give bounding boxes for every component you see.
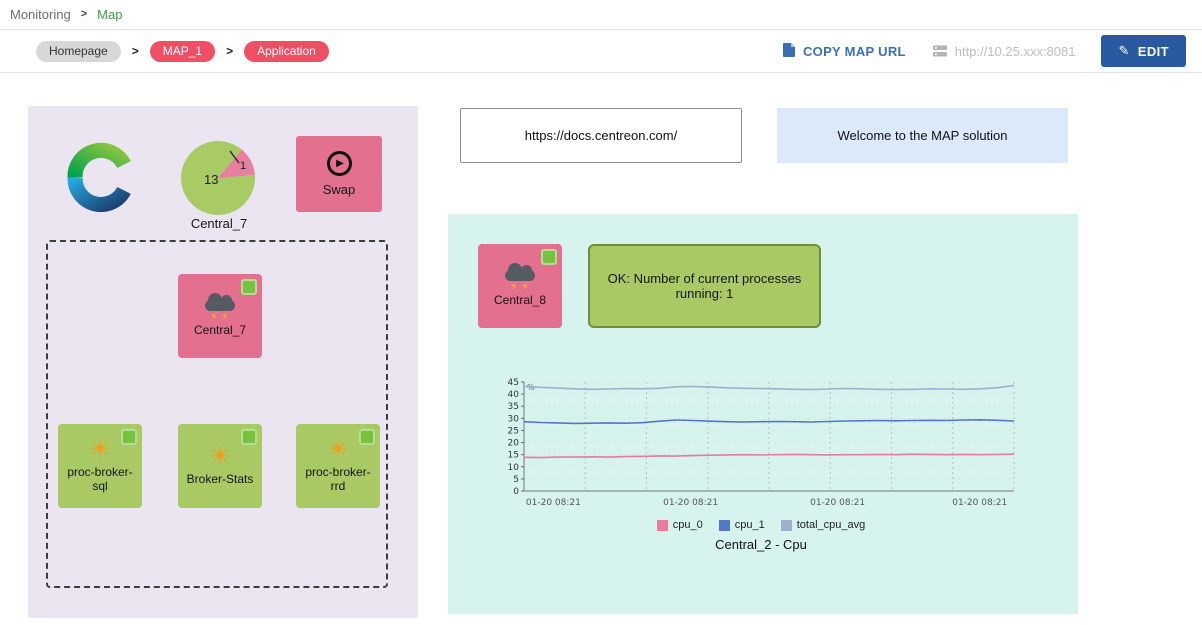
- breadcrumb-map[interactable]: Map: [97, 6, 123, 22]
- pencil-icon: ✎: [1118, 43, 1130, 58]
- chevron-right-icon: >: [131, 44, 139, 58]
- centreon-logo: [67, 142, 131, 212]
- svg-text:01-20 08:21: 01-20 08:21: [810, 498, 865, 508]
- storm-cloud-icon: ⚡ ⚡: [203, 292, 237, 322]
- chart-title: Central_2 - Cpu: [715, 537, 807, 552]
- node-label: Broker-Stats: [186, 471, 254, 486]
- node-label: Central_8: [493, 292, 547, 307]
- chart-legend: cpu_0 cpu_1 total_cpu_avg: [496, 519, 1026, 531]
- welcome-box: Welcome to the MAP solution: [777, 108, 1068, 163]
- map-panel-left: 13 1 Central_7 ▶ Swap ⚡ ⚡ Central_7 ☀ pro…: [28, 106, 418, 618]
- gauge-pie[interactable]: 13 1: [178, 138, 258, 218]
- status-message-box[interactable]: OK: Number of current processes running:…: [588, 244, 821, 328]
- legend-item: total_cpu_avg: [780, 519, 866, 531]
- edit-button-label: EDIT: [1137, 43, 1169, 59]
- copy-map-url-label: COPY MAP URL: [802, 43, 906, 59]
- svg-text:35: 35: [508, 402, 519, 412]
- status-square-icon: [121, 429, 137, 445]
- node-swap[interactable]: ▶ Swap: [296, 136, 382, 212]
- svg-text:30: 30: [508, 414, 520, 424]
- breadcrumb-monitoring[interactable]: Monitoring: [10, 6, 71, 22]
- storm-cloud-icon: ⚡ ⚡: [503, 262, 537, 292]
- svg-text:15: 15: [508, 451, 519, 461]
- docs-link-box[interactable]: https://docs.centreon.com/: [460, 108, 742, 163]
- svg-text:0: 0: [513, 487, 519, 497]
- swap-label: Swap: [322, 182, 356, 197]
- legend-swatch: [656, 519, 668, 531]
- svg-text:20: 20: [508, 439, 520, 449]
- status-square-icon: [359, 429, 375, 445]
- legend-item: cpu_1: [718, 519, 765, 531]
- legend-item: cpu_0: [656, 519, 703, 531]
- status-square-icon: [541, 249, 557, 265]
- copy-map-url-button[interactable]: COPY MAP URL: [781, 43, 906, 59]
- server-url: http://10.25.xxx:8081: [932, 43, 1076, 59]
- cpu-chart-widget[interactable]: 0 5 10 15 20 25 30 35 40 45% 01-20 08:21 01-20 08:2…: [496, 376, 1026, 552]
- gauge-main-value: 13: [204, 172, 218, 187]
- svg-text:25: 25: [508, 426, 519, 436]
- node-proc-broker-sql[interactable]: ☀ proc-broker-sql: [58, 424, 142, 508]
- status-square-icon: [241, 279, 257, 295]
- legend-label: cpu_0: [672, 519, 703, 531]
- pill-map-1[interactable]: MAP_1: [149, 40, 216, 62]
- sun-icon: ☀: [327, 435, 349, 463]
- toolbar-actions: COPY MAP URL http://10.25.xxx:8081 ✎ EDI…: [781, 35, 1186, 67]
- status-square-icon: [241, 429, 257, 445]
- legend-swatch: [780, 519, 792, 531]
- svg-text:40: 40: [508, 390, 520, 400]
- sun-icon: ☀: [89, 435, 111, 463]
- welcome-label: Welcome to the MAP solution: [837, 128, 1008, 143]
- edit-button[interactable]: ✎ EDIT: [1101, 35, 1186, 67]
- server-icon: [932, 45, 947, 57]
- gauge-label: Central_7: [190, 216, 248, 231]
- svg-text:45: 45: [508, 378, 519, 388]
- chevron-right-icon: >: [226, 44, 234, 58]
- breadcrumb: Monitoring > Map: [0, 0, 1202, 28]
- docs-url-label: https://docs.centreon.com/: [524, 128, 678, 143]
- status-message-label: OK: Number of current processes running:…: [607, 271, 802, 301]
- container-group: [46, 240, 388, 588]
- node-central-8[interactable]: ⚡ ⚡ Central_8: [478, 244, 562, 328]
- legend-label: cpu_1: [734, 519, 765, 531]
- svg-text:01-20 08:21: 01-20 08:21: [952, 498, 1007, 508]
- node-label: proc-broker-sql: [67, 464, 133, 493]
- copy-icon: [782, 43, 795, 57]
- node-proc-broker-rrd[interactable]: ☀ proc-broker-rrd: [296, 424, 380, 508]
- node-label: Central_7: [193, 322, 247, 337]
- svg-text:01-20 08:21: 01-20 08:21: [526, 498, 581, 508]
- pill-homepage[interactable]: Homepage: [36, 40, 121, 62]
- map-panel-right: ⚡ ⚡ Central_8 OK: Number of current proce…: [448, 214, 1078, 614]
- node-label: proc-broker-rrd: [305, 464, 371, 493]
- node-broker-stats[interactable]: ☀ Broker-Stats: [178, 424, 262, 508]
- map-toolbar: Homepage > MAP_1 > Application COPY MAP …: [0, 29, 1202, 73]
- chevron-right-icon: >: [80, 8, 88, 20]
- legend-label: total_cpu_avg: [796, 519, 866, 531]
- server-url-label: http://10.25.xxx:8081: [954, 43, 1076, 59]
- pill-application[interactable]: Application: [244, 40, 329, 62]
- node-central-7[interactable]: ⚡ ⚡ Central_7: [178, 274, 262, 358]
- legend-swatch: [718, 519, 730, 531]
- play-icon: ▶: [326, 151, 352, 176]
- gauge-slice-value: 1: [240, 160, 246, 172]
- sun-icon: ☀: [209, 442, 231, 470]
- svg-text:01-20 08:21: 01-20 08:21: [663, 498, 718, 508]
- svg-text:10: 10: [508, 463, 520, 473]
- svg-text:5: 5: [513, 475, 519, 485]
